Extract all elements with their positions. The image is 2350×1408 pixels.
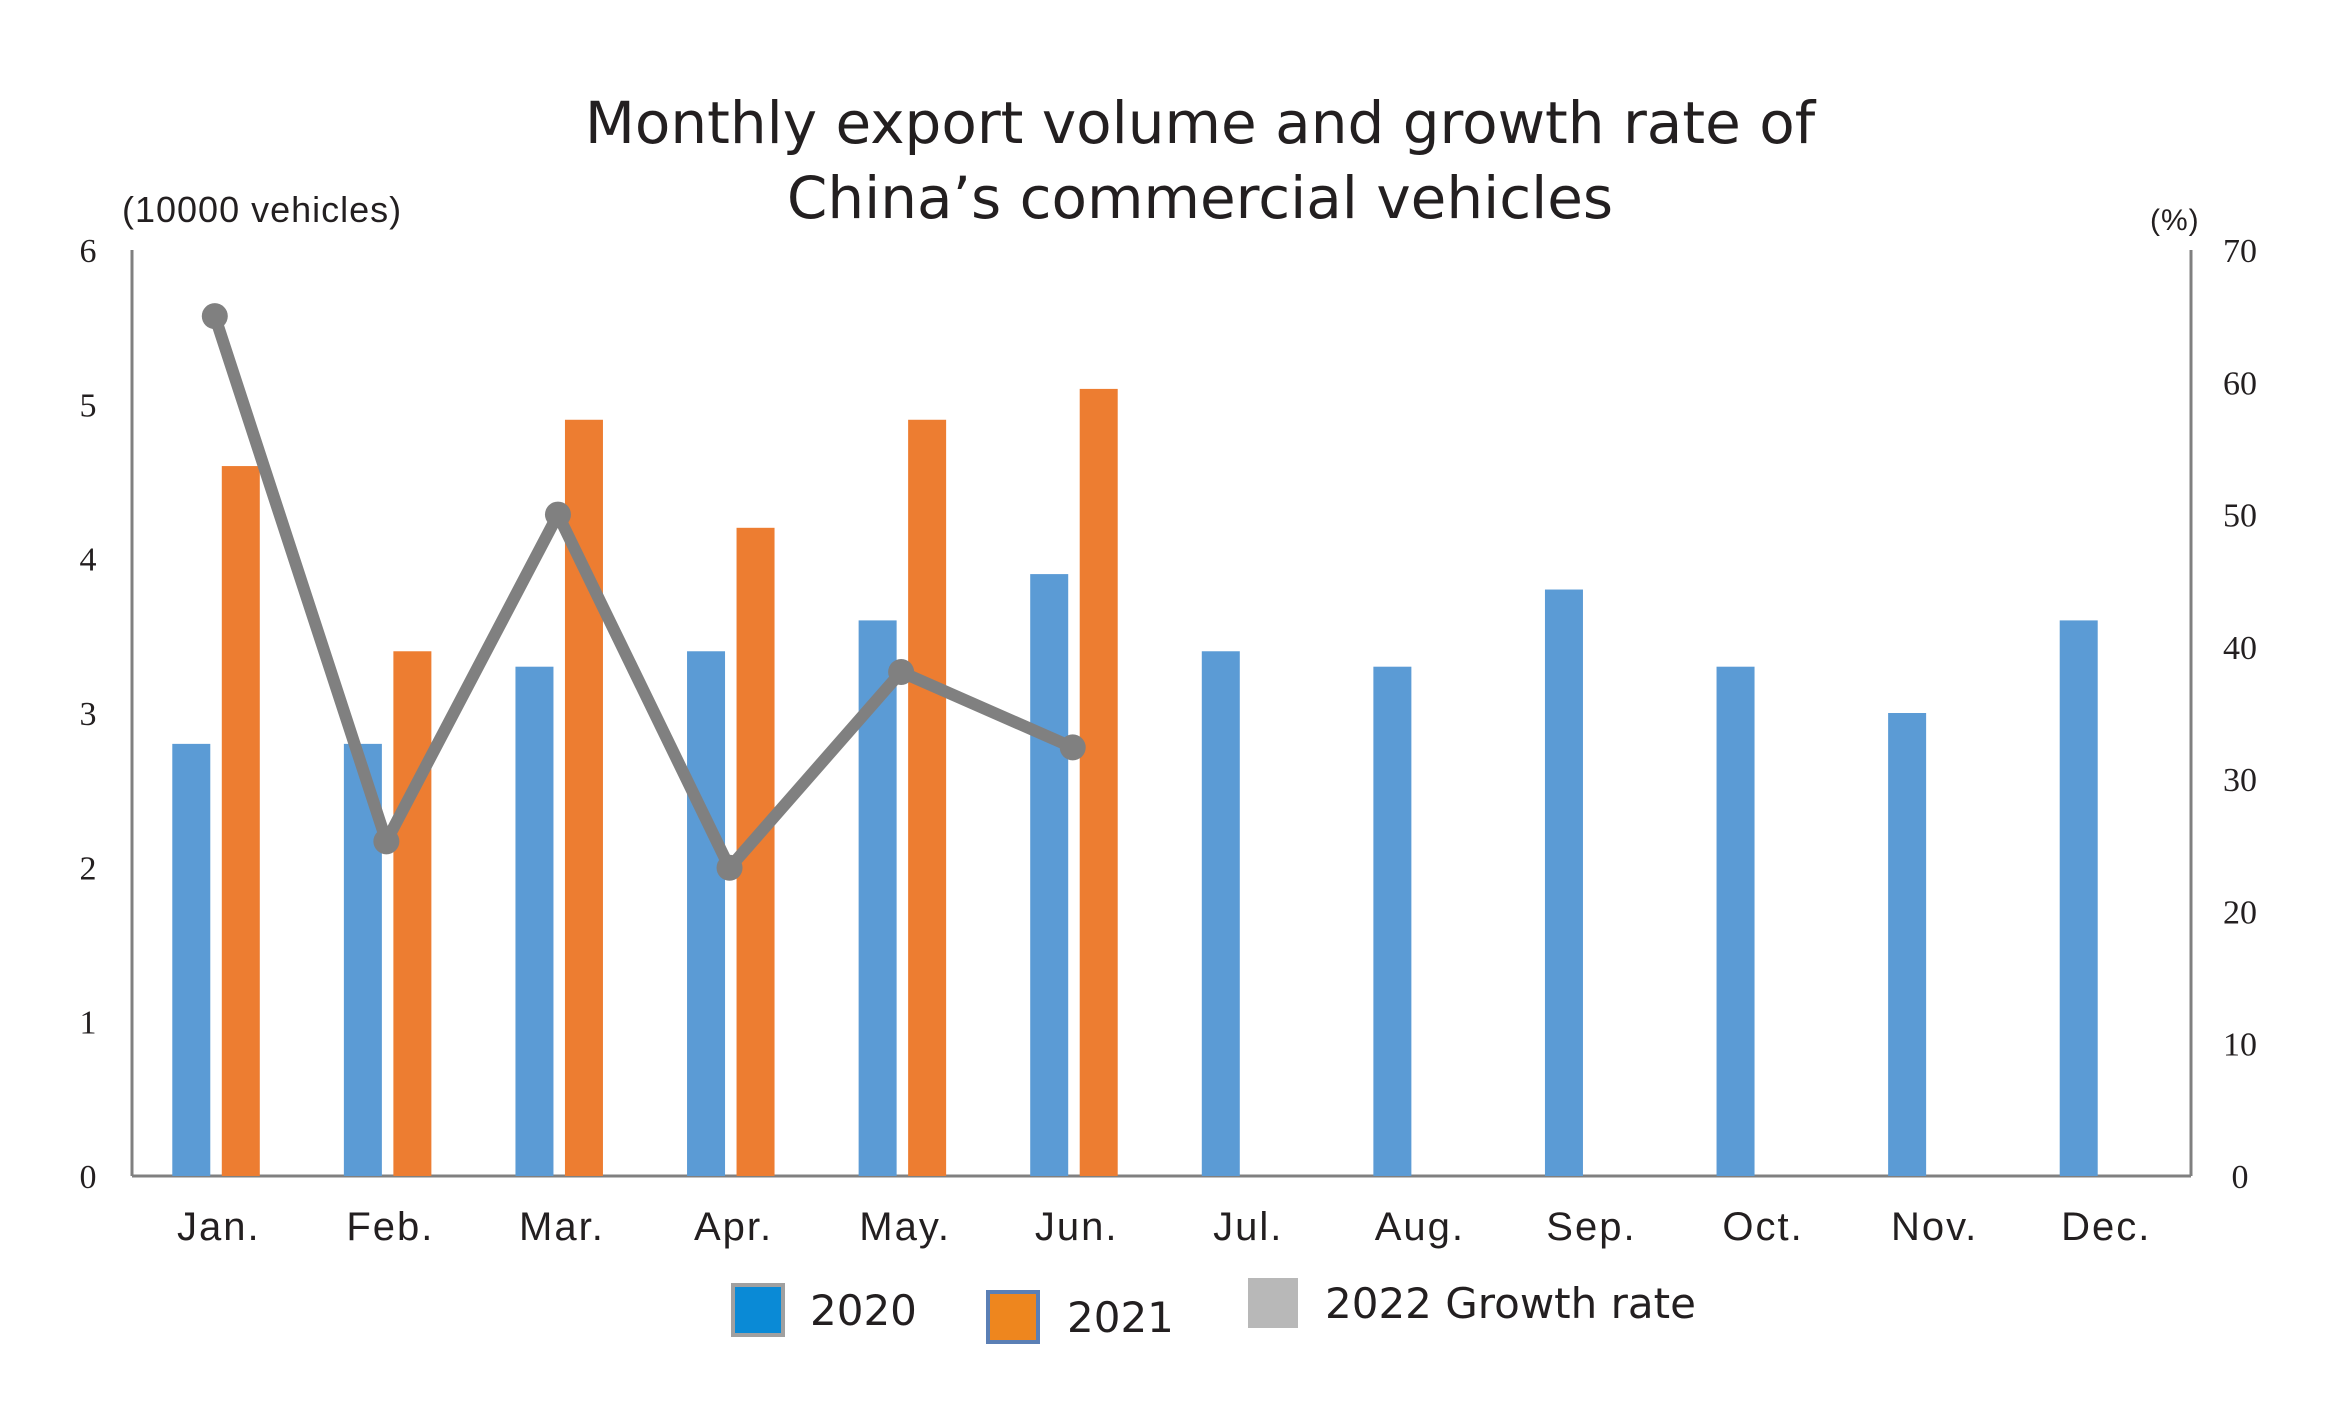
y2-tick-label: 0 <box>2232 1159 2249 1196</box>
legend-swatch-2020 <box>731 1283 785 1337</box>
x-tick-label: Mar. <box>519 1205 605 1249</box>
bar-2020-jul <box>1201 651 1240 1176</box>
y-tick-label: 3 <box>80 696 97 733</box>
growth-rate-line <box>209 314 1076 874</box>
x-tick-label: Nov. <box>1891 1205 1978 1249</box>
bar-2020-dec <box>2059 620 2098 1176</box>
chart-title-line2: China’s commercial vehicles <box>787 164 1613 232</box>
bar-2020-nov <box>1888 713 1927 1176</box>
bar-2021-jun <box>1079 388 1118 1176</box>
y-tick-label: 1 <box>80 1005 97 1042</box>
x-tick-label: Jan. <box>177 1205 261 1249</box>
y2-axis-label: (%) <box>2150 204 2200 237</box>
x-tick-label: Feb. <box>346 1205 434 1249</box>
bar-2020-apr <box>687 651 726 1176</box>
y2-tick-label: 70 <box>2223 233 2257 270</box>
x-tick-label: Jun. <box>1035 1205 1119 1249</box>
legend-label: 2021 <box>1067 1293 1174 1342</box>
x-tick-label: Oct. <box>1722 1205 1803 1249</box>
bar-2020-jun <box>1030 574 1069 1176</box>
bar-2021-may <box>908 419 947 1176</box>
bar-2020-jan <box>172 743 211 1176</box>
y-tick-label: 0 <box>80 1159 97 1196</box>
y-tick-label: 2 <box>80 850 97 887</box>
y2-tick-label: 40 <box>2223 630 2257 667</box>
y2-tick-label: 20 <box>2223 894 2257 931</box>
bar-2021-jan <box>221 466 260 1177</box>
bar-2020-aug <box>1373 666 1412 1176</box>
x-tick-label: Apr. <box>694 1205 773 1249</box>
y-tick-label: 5 <box>80 387 97 424</box>
growth-rate-point-mar <box>544 501 571 528</box>
y2-tick-label: 10 <box>2223 1027 2257 1064</box>
growth-rate-point-feb <box>373 828 400 855</box>
chart-title-line1: Monthly export volume and growth rate of <box>585 89 1817 157</box>
bar-2020-oct <box>1716 666 1755 1176</box>
growth-rate-point-apr <box>716 854 743 881</box>
x-tick-label: Sep. <box>1546 1205 1636 1249</box>
growth-rate-point-may <box>888 658 915 685</box>
x-tick-label: Aug. <box>1375 1205 1465 1249</box>
bar-2020-sep <box>1544 589 1583 1176</box>
bar-2021-feb <box>393 651 432 1176</box>
x-tick-label: Dec. <box>2061 1205 2151 1249</box>
y-axis-label: (10000 vehicles) <box>122 189 402 230</box>
y2-tick-label: 30 <box>2223 762 2257 799</box>
x-tick-label: May. <box>859 1205 951 1249</box>
legend-swatch-2022-growth-rate <box>1248 1278 1298 1328</box>
legend-label: 2020 <box>810 1286 917 1335</box>
bar-2020-mar <box>515 666 554 1176</box>
growth-rate-point-jun <box>1059 734 1086 761</box>
growth-rate-point-jan <box>201 303 228 330</box>
y-tick-label: 4 <box>80 542 97 579</box>
legend-swatch-2021 <box>986 1290 1040 1344</box>
x-tick-label: Jul. <box>1213 1205 1283 1249</box>
legend-label: 2022 Growth rate <box>1325 1279 1696 1328</box>
y2-tick-label: 60 <box>2223 365 2257 402</box>
y2-tick-label: 50 <box>2223 498 2257 535</box>
y-tick-label: 6 <box>80 233 97 270</box>
